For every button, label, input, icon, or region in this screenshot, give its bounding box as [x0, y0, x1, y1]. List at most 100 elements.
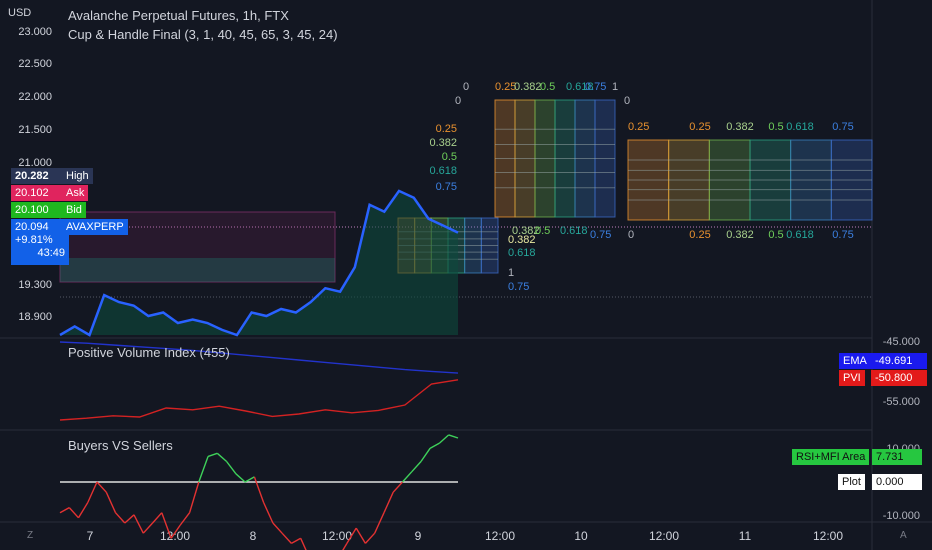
bvs-segment	[207, 452, 218, 458]
price-tick-label: 19.300	[18, 279, 52, 291]
fib-level-label: 0.25	[628, 121, 649, 133]
auto-scale-icon[interactable]: A	[900, 530, 907, 541]
bvs-segment	[253, 476, 265, 503]
bvs-segment	[105, 491, 117, 513]
fib-level-label: 0.25	[689, 229, 710, 241]
bvs-segment	[244, 476, 255, 483]
bvs-segment	[87, 481, 98, 503]
bvs-segment	[383, 491, 394, 513]
time-tick-label: 12:00	[160, 529, 190, 543]
fib-level-label: 0.75	[832, 121, 853, 133]
bvs-segment	[300, 538, 307, 550]
bvs-segment	[77, 502, 89, 519]
time-tick-label: 9	[415, 529, 422, 543]
fib-level-label: 0.618	[566, 81, 594, 93]
bvs-segment	[364, 532, 376, 544]
ask-tag: 20.102	[11, 185, 69, 201]
fib-level-label: 0.382	[726, 229, 754, 241]
fib-level-label: 0.5	[768, 229, 783, 241]
fib-level-label: 0.5	[442, 151, 457, 163]
fib-level-label: 0.5	[768, 121, 783, 133]
bvs-segment	[439, 434, 450, 444]
ema-line	[59, 341, 459, 374]
bvs-title[interactable]: Buyers VS Sellers	[68, 438, 173, 453]
high-label: High	[62, 168, 93, 184]
fib-level-label: 1	[612, 81, 618, 93]
fib-level-label: 0.382	[514, 81, 542, 93]
timezone-icon[interactable]: Z	[27, 530, 34, 541]
bvs-segment	[235, 473, 246, 483]
bvs-segment	[448, 434, 459, 439]
fib-level-label: 0.382	[429, 137, 457, 149]
fib-level-label: 0.382	[512, 225, 540, 237]
fib-level-label: 0.618	[429, 165, 457, 177]
fib-level-label: 1	[508, 267, 514, 279]
price-line	[59, 189, 459, 337]
pvi-line	[59, 379, 459, 421]
fib-level-label: 0	[455, 95, 461, 107]
fib-level-label: 0.25	[436, 123, 457, 135]
price-tick-label: 23.000	[18, 26, 52, 38]
pvi-value: -50.800	[871, 370, 927, 386]
bvs-segment	[420, 447, 431, 462]
bvs-segment	[355, 527, 366, 544]
bvs-segment	[262, 502, 274, 524]
fib-level-label: 0.75	[590, 229, 611, 241]
high-tag: 20.282	[11, 168, 69, 184]
bvs-segment	[133, 514, 144, 534]
time-tick-label: 11	[739, 529, 752, 543]
fib-level-label: 0.618	[508, 247, 536, 259]
fib-level-label: 0.618	[560, 225, 588, 237]
bvs-segment	[342, 543, 348, 550]
fib-level-label: 0.75	[832, 229, 853, 241]
pvi-tick-label: -45.000	[883, 336, 920, 348]
indicator-title[interactable]: Cup & Handle Final (3, 1, 40, 45, 65, 3,…	[68, 27, 338, 42]
pvi-label: PVI	[839, 370, 865, 386]
bvs-segment	[198, 456, 209, 483]
handle-box	[60, 258, 335, 282]
price-tick-label: 22.500	[18, 58, 52, 70]
bvs-segment	[411, 461, 422, 473]
plot-label: Plot	[838, 474, 865, 490]
time-tick-label: 12:00	[322, 529, 352, 543]
bid-label: Bid	[62, 202, 86, 218]
fib-level-label: 0	[624, 95, 630, 107]
plot-value: 0.000	[872, 474, 922, 490]
bvs-segment	[68, 507, 80, 519]
last-price-value: 20.094	[15, 221, 49, 233]
price-tick-label: 21.500	[18, 124, 52, 136]
fib-level-label: 0.75	[585, 81, 606, 93]
bid-tag: 20.100	[11, 202, 69, 218]
bvs-segment	[281, 532, 292, 544]
bvs-segment	[59, 506, 70, 514]
time-tick-label: 12:00	[813, 529, 843, 543]
bvs-segment	[188, 481, 200, 513]
bvs-segment	[346, 527, 357, 544]
bvs-segment	[429, 442, 440, 449]
fib-level-label: 0.5	[540, 81, 555, 93]
bvs-segment	[152, 512, 163, 524]
price-tick-label: 21.000	[18, 157, 52, 169]
bvs-segment	[179, 512, 191, 526]
price-tick-label: 22.000	[18, 91, 52, 103]
bvs-segment	[124, 514, 135, 524]
ask-label: Ask	[62, 185, 89, 201]
fib-level-label: 0.382	[726, 121, 754, 133]
fib-level-label: 0.75	[436, 181, 457, 193]
fib-level-label: 0	[463, 81, 469, 93]
bvs-segment	[216, 452, 228, 463]
bvs-segment	[114, 512, 126, 524]
fib-level-label: 0.382	[508, 234, 536, 246]
fib-level-label: 0.618	[786, 229, 814, 241]
bvs-tick-label: -10.000	[883, 510, 920, 522]
last-price-tag: 20.094 +9.81% 43:49	[11, 219, 69, 265]
fib-level-label: 0.5	[535, 225, 550, 237]
chart-title[interactable]: Avalanche Perpetual Futures, 1h, FTX	[68, 8, 289, 23]
bvs-segment	[170, 524, 181, 539]
pvi-title[interactable]: Positive Volume Index (455)	[68, 345, 230, 360]
time-tick-label: 10	[574, 529, 588, 543]
bvs-segment	[392, 481, 404, 493]
symbol-label: AVAXPERP	[62, 219, 128, 235]
price-tick-label: 18.900	[18, 311, 52, 323]
